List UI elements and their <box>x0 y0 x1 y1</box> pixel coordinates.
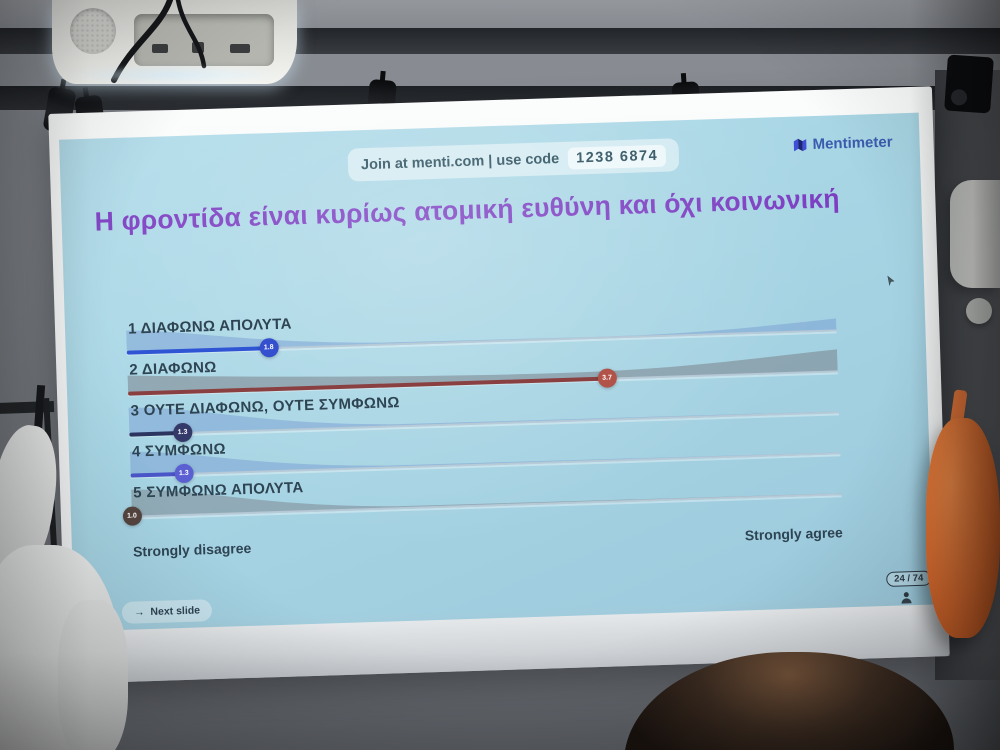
mentimeter-logo: Mentimeter <box>792 134 893 154</box>
average-value-dot: 1.0 <box>122 506 142 526</box>
average-value-dot: 1.8 <box>258 337 279 358</box>
next-slide-label: Next slide <box>150 604 201 619</box>
scale-row: 1.0 5 ΣΥΜΦΩΝΩ ΑΠΟΛΥΤΑ <box>122 461 842 526</box>
average-value-dot: 3.7 <box>597 368 617 388</box>
scale-row-label: 4 ΣΥΜΦΩΝΩ <box>131 440 227 461</box>
brand-name: Mentimeter <box>812 133 893 154</box>
scale-track: 3.7 <box>127 338 838 401</box>
distribution-area <box>127 349 838 394</box>
projector-port <box>230 44 250 53</box>
white-fabric-pile <box>58 600 128 750</box>
scale-track: 1.3 <box>129 420 841 484</box>
next-slide-button[interactable]: → Next slide <box>121 599 213 624</box>
person-silhouette-icon <box>901 592 912 604</box>
mentimeter-m-icon <box>793 138 807 152</box>
projection-screen: Join at menti.com | use code 1238 6874 M… <box>48 86 950 684</box>
join-code: 1238 6874 <box>567 144 667 170</box>
join-instructions-bar: Join at menti.com | use code 1238 6874 <box>347 138 680 182</box>
scale-track: 1.0 <box>122 461 842 526</box>
projector-port <box>152 44 168 53</box>
scale-track: 1.8 <box>126 297 837 360</box>
scales-chart: 1.8 1 ΔΙΑΦΩΝΩ ΑΠΟΛΥΤΑ 3.7 2 ΔΙΑΦΩΝΩ 1.3 3 ΟΥΤ… <box>122 297 842 526</box>
scale-row: 1.8 1 ΔΙΑΦΩΝΩ ΑΠΟΛΥΤΑ <box>126 297 837 360</box>
projector-speaker-grille <box>70 8 116 54</box>
participants-indicator <box>899 590 914 605</box>
projector-light-glow <box>60 66 284 84</box>
ceiling-projector <box>52 0 297 84</box>
scale-row-label: 2 ΔΙΑΦΩΝΩ <box>129 358 217 379</box>
scale-row: 1.3 3 ΟΥΤΕ ΔΙΑΦΩΝΩ, ΟΥΤΕ ΣΥΜΦΩΝΩ <box>128 379 840 443</box>
security-camera <box>944 54 994 114</box>
orange-backpack <box>926 418 1000 638</box>
distribution-area <box>126 318 837 353</box>
wall-fixture <box>966 298 992 324</box>
scale-track: 1.3 <box>128 379 840 443</box>
axis-label-left: Strongly disagree <box>132 539 252 560</box>
wall-speaker <box>950 180 1000 288</box>
mouse-arrow-icon <box>887 275 895 287</box>
mentimeter-slide: Join at menti.com | use code 1238 6874 M… <box>59 112 935 632</box>
average-value-dot: 1.3 <box>174 463 194 484</box>
scale-row: 3.7 2 ΔΙΑΦΩΝΩ <box>127 338 838 401</box>
join-label: Join at menti.com | use code <box>360 150 560 173</box>
slide-counter-badge: 24 / 74 <box>886 570 932 587</box>
scale-row: 1.3 4 ΣΥΜΦΩΝΩ <box>129 420 841 484</box>
poll-question-title: Η φροντίδα είναι κυρίως ατομική ευθύνη κ… <box>94 183 841 237</box>
axis-label-right: Strongly agree <box>744 524 844 544</box>
arrow-right-icon: → <box>133 606 145 619</box>
average-value-dot: 1.3 <box>172 422 193 443</box>
